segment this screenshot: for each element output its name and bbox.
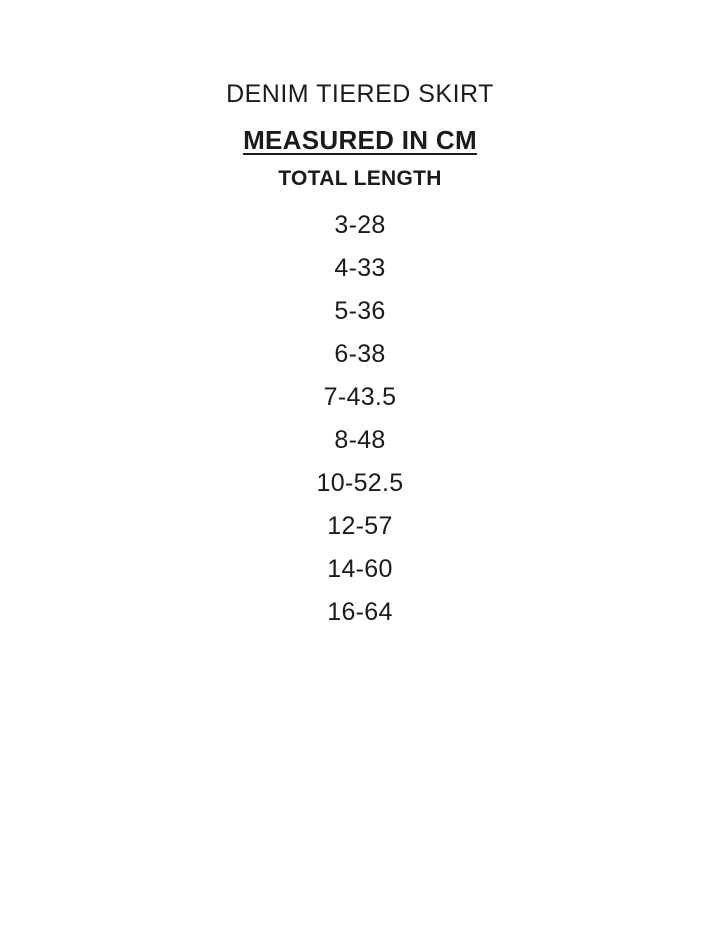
- size-row: 7-43.5: [323, 383, 397, 411]
- size-row: 6-38: [334, 340, 386, 368]
- size-row: 16-64: [327, 598, 393, 626]
- size-row: 3-28: [334, 211, 386, 239]
- size-row: 14-60: [327, 555, 393, 583]
- measurement-unit-subtitle: MEASURED IN CM: [243, 125, 477, 155]
- size-row: 4-33: [334, 254, 386, 282]
- size-list: 3-28 4-33 5-36 6-38 7-43.5 8-48 10-52.5 …: [0, 204, 720, 634]
- size-row: 12-57: [327, 512, 393, 540]
- size-row: 5-36: [334, 297, 386, 325]
- product-title: DENIM TIERED SKIRT: [226, 80, 494, 108]
- size-row: 10-52.5: [316, 469, 404, 497]
- total-length-header: TOTAL LENGTH: [278, 167, 442, 190]
- size-row: 8-48: [334, 426, 386, 454]
